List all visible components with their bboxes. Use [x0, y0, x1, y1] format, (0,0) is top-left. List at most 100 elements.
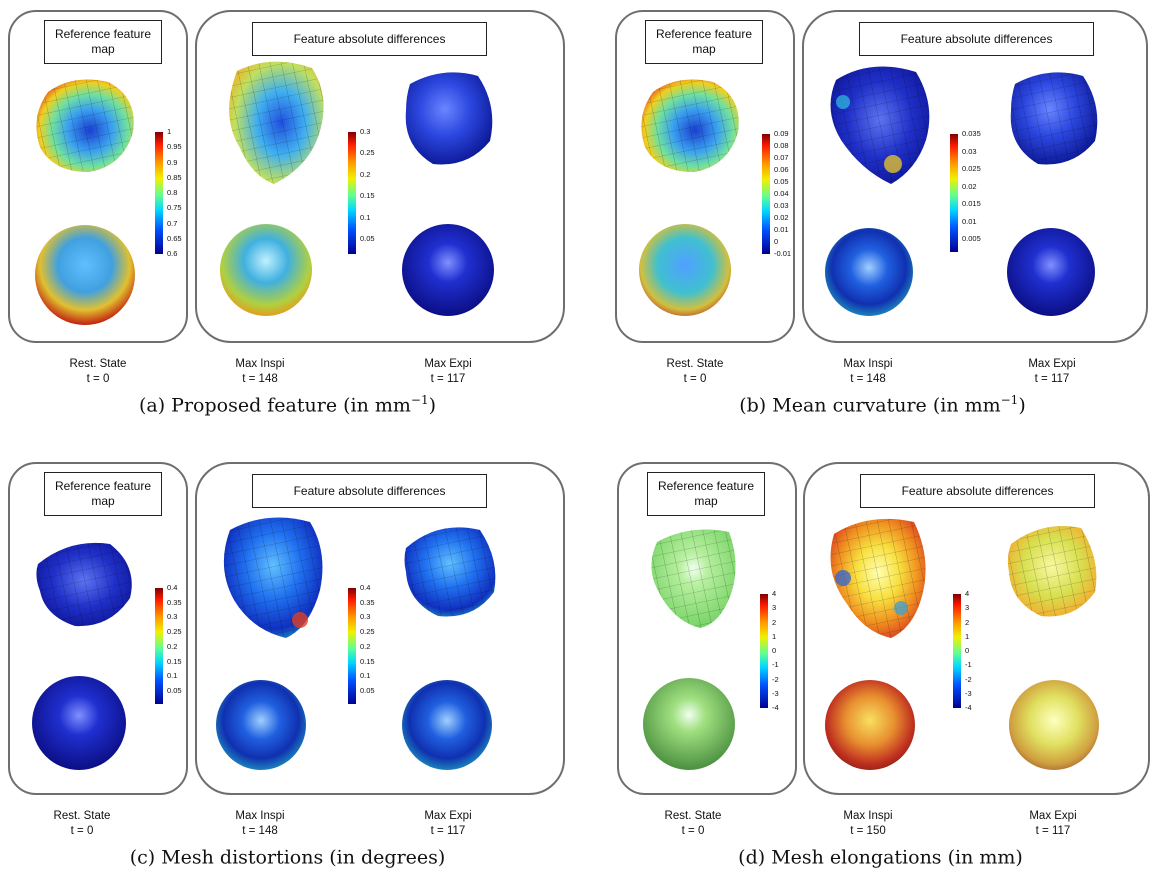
inspi-lung-mesh [223, 517, 323, 638]
tick-label: 0.25 [360, 627, 375, 637]
frame-name: Max Inspi [843, 358, 893, 370]
differences-label: Feature absolute differences [252, 474, 487, 508]
panel-a: Reference feature map Feature absolute d… [0, 0, 575, 442]
tick-label: 0.03 [774, 201, 789, 210]
tick-label: 0 [774, 237, 779, 246]
expi-sphere [1009, 680, 1099, 770]
caption-exponent: −1 [1000, 393, 1019, 407]
tick-label: 0.4 [360, 583, 371, 592]
inspi-lung-mesh [830, 66, 930, 184]
differences-label: Feature absolute differences [252, 22, 487, 56]
tick-label: 0.025 [962, 164, 981, 173]
tick-label: 0.9 [167, 157, 178, 167]
max-expi-label: Max Expi t = 117 [992, 357, 1112, 387]
inspi-sphere [825, 228, 913, 316]
tick-label: 0.95 [167, 142, 182, 152]
rest-state-label: Rest. State t = 0 [635, 357, 755, 387]
rest-state-label: Rest. State t = 0 [633, 809, 753, 839]
panel-c: Reference feature map Feature absolute d… [0, 452, 575, 894]
frame-time: t = 0 [70, 825, 94, 837]
tick-label: 0.1 [360, 212, 371, 222]
tick-label: 0.65 [167, 233, 182, 243]
tick-label: 0.85 [167, 172, 182, 182]
tick-label: 1 [965, 631, 970, 641]
caption-text: (a) Proposed feature (in mm [138, 394, 411, 417]
frame-name: Rest. State [69, 358, 127, 370]
frame-time: t = 117 [430, 373, 466, 385]
tick-label: -4 [772, 703, 779, 712]
reference-label: Reference feature map [647, 472, 765, 516]
tick-label: 0.06 [774, 165, 789, 174]
max-expi-label: Max Expi t = 117 [993, 809, 1113, 839]
inspi-sphere [825, 680, 915, 770]
frame-name: Max Expi [424, 810, 472, 822]
frame-name: Max Inspi [843, 810, 893, 822]
frame-time: t = 150 [850, 825, 886, 837]
differences-label: Feature absolute differences [859, 22, 1094, 56]
reference-lung-mesh [36, 79, 134, 172]
reference-label: Reference feature map [645, 20, 763, 64]
reference-lung-mesh [641, 79, 739, 172]
tick-label: 0.15 [360, 191, 375, 201]
frame-time: t = 148 [850, 373, 886, 385]
tick-label: -3 [965, 688, 972, 698]
colorbar-ticks: 1 0.95 0.9 0.85 0.8 0.75 0.7 0.65 0.6 [167, 127, 182, 259]
tick-label: 0.02 [962, 181, 977, 191]
max-expi-label: Max Expi t = 117 [388, 357, 508, 387]
expi-sphere [402, 224, 494, 316]
reference-label: Reference feature map [44, 20, 162, 64]
tick-label: 0.05 [360, 685, 375, 695]
frame-time: t = 0 [86, 373, 110, 385]
tick-label: 3 [965, 603, 970, 613]
tick-label: -2 [965, 674, 972, 684]
tick-label: 0.035 [962, 129, 981, 138]
tick-label: 0.1 [360, 671, 371, 681]
reference-lung-mesh [651, 529, 736, 628]
expi-lung-mesh [404, 527, 496, 617]
tick-label: 0.05 [774, 177, 789, 186]
tick-label: -0.01 [774, 249, 792, 258]
reference-sphere [643, 678, 735, 770]
caption-text: (c) Mesh distortions (in degrees) [129, 846, 446, 869]
inspi-lung-mesh [229, 61, 324, 185]
frame-time: t = 0 [683, 373, 707, 385]
tick-label: 0.005 [962, 234, 981, 243]
frame-time: t = 117 [1034, 373, 1070, 385]
tick-label: 0.35 [360, 597, 375, 607]
tick-label: 0.04 [774, 189, 789, 198]
reference-sphere [35, 225, 135, 325]
tick-label: 0 [965, 646, 970, 655]
tick-label: 0.2 [167, 641, 178, 651]
tick-label: 0.15 [360, 656, 375, 666]
frame-name: Rest. State [664, 810, 722, 822]
caption-text: (d) Mesh elongations (in mm) [738, 846, 1023, 869]
tick-label: 1 [772, 631, 777, 641]
reference-sphere [639, 224, 731, 316]
tick-label: 0.75 [167, 203, 182, 213]
tick-label: 2 [772, 617, 777, 627]
tick-label: 0.3 [167, 612, 178, 622]
differences-label: Feature absolute differences [860, 474, 1095, 508]
tick-label: 0.25 [167, 627, 182, 637]
tick-label: 0.05 [167, 685, 182, 695]
tick-label: 4 [965, 589, 970, 598]
subfigure-caption: (b) Mean curvature (in mm−1) [595, 393, 1150, 416]
tick-label: 0.09 [774, 129, 789, 138]
tick-label: 0.8 [167, 188, 178, 197]
frame-name: Max Expi [424, 358, 472, 370]
frame-name: Max Expi [1029, 810, 1077, 822]
tick-label: 0.07 [774, 153, 789, 162]
tick-label: 2 [965, 617, 970, 627]
frame-name: Max Expi [1028, 358, 1076, 370]
max-inspi-label: Max Inspi t = 148 [808, 357, 928, 387]
panel-d: Reference feature map Feature absolute d… [575, 452, 1150, 894]
tick-label: 0.2 [360, 641, 371, 651]
frame-name: Rest. State [666, 358, 724, 370]
tick-label: 0.15 [167, 656, 182, 666]
caption-close: ) [428, 394, 437, 417]
inspi-sphere [216, 680, 306, 770]
max-inspi-label: Max Inspi t = 150 [808, 809, 928, 839]
tick-label: -3 [772, 688, 779, 698]
tick-label: 0.3 [360, 127, 371, 136]
tick-label: 0 [772, 646, 777, 655]
